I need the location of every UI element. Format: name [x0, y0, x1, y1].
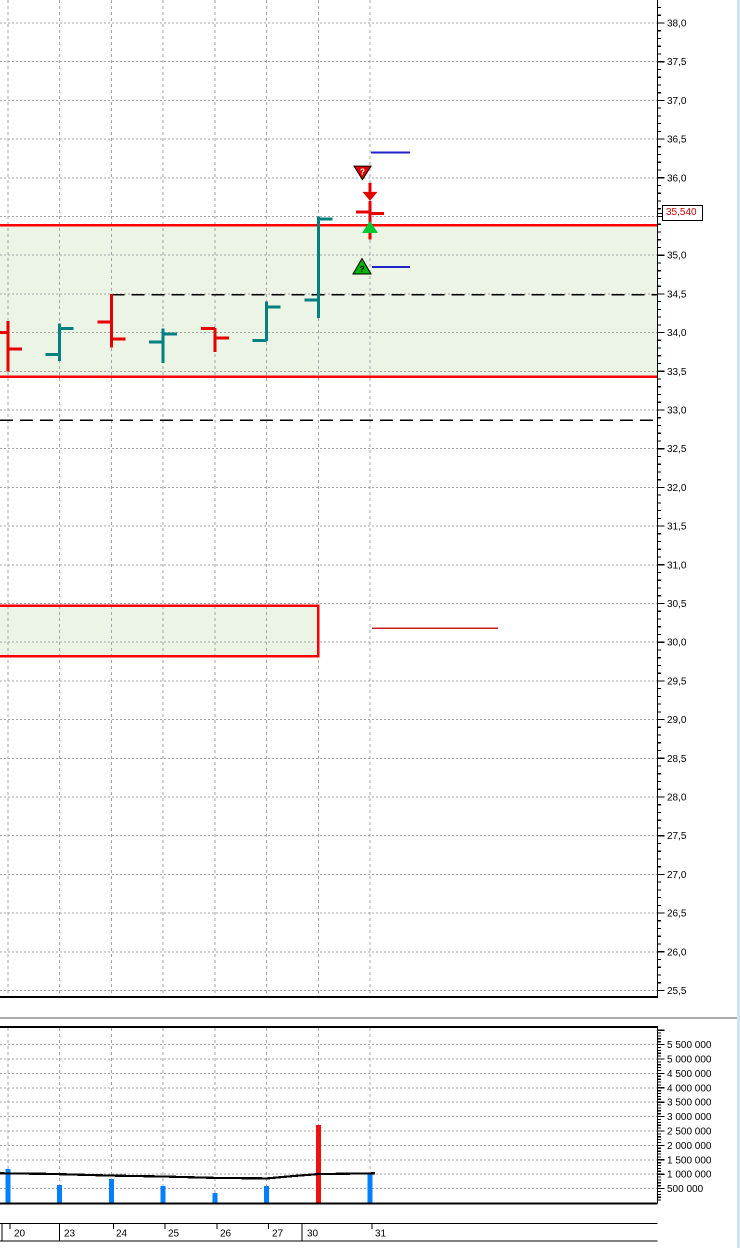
lower-box-border — [0, 604, 320, 658]
ohlc-bar — [149, 328, 178, 363]
volume-axis-label: 5 500 000 — [667, 1040, 712, 1051]
time-axis[interactable]: 20 23 24 25 26 27 30 31 — [0, 1223, 658, 1242]
window-edge-strip — [737, 0, 740, 1248]
volume-axis-label: 1 500 000 — [667, 1155, 712, 1166]
volume-axis-label: 4 000 000 — [667, 1083, 712, 1094]
price-axis-label: 37,0 — [667, 96, 687, 107]
volume-axis-label: 500 000 — [667, 1184, 704, 1195]
price-axis-label: 27,0 — [667, 870, 687, 881]
volume-axis-label: 3 000 000 — [667, 1112, 712, 1123]
axes — [0, 0, 740, 1205]
ohlc-bar — [0, 320, 22, 372]
price-axis-label: 25,5 — [667, 986, 687, 997]
ohlc-bar — [200, 327, 229, 352]
volume-bar — [367, 1173, 373, 1203]
price-axis-label: 26,5 — [667, 909, 687, 920]
volume-bar — [160, 1186, 166, 1203]
volume-axis-label: 2 500 000 — [667, 1127, 712, 1138]
volume-bar — [5, 1169, 11, 1203]
volume-axis-area[interactable] — [658, 1027, 740, 1204]
level-zones-fill — [0, 225, 658, 657]
volume-axis-label: 5 000 000 — [667, 1055, 712, 1066]
price-chart-plot-area[interactable] — [0, 0, 658, 997]
volume-bar — [57, 1185, 63, 1203]
price-axis-label: 32,5 — [667, 444, 687, 455]
price-axis-label: 26,0 — [667, 947, 687, 958]
price-axis-label: 31,5 — [667, 522, 687, 533]
axis-labels: 38,0 37,5 37,0 36,5 36,0 35,0 34,5 34,0 33,5 33,0… — [667, 19, 712, 1196]
ohlc-bar — [304, 216, 333, 318]
upper-zone-fill — [0, 225, 658, 377]
buy-question-marker[interactable]: ? — [352, 257, 372, 275]
level-lines — [0, 151, 658, 658]
price-axis-label: 38,0 — [667, 19, 687, 30]
price-axis-label: 29,0 — [667, 715, 687, 726]
ohlc-bar — [97, 293, 126, 348]
price-axis-label: 32,0 — [667, 483, 687, 494]
price-axis-area[interactable] — [658, 0, 740, 997]
price-axis-label: 37,5 — [667, 57, 687, 68]
volume-bars — [0, 1125, 376, 1203]
up-arrow-marker — [361, 221, 378, 234]
price-axis-label: 30,0 — [667, 638, 687, 649]
price-axis-label: 33,0 — [667, 406, 687, 417]
price-axis-label: 31,0 — [667, 560, 687, 571]
ohlc-bar — [45, 323, 74, 362]
date-label: 23 — [64, 1229, 76, 1240]
volume-axis-label: 4 500 000 — [667, 1069, 712, 1080]
price-axis-label: 27,5 — [667, 831, 687, 842]
down-arrow-marker — [362, 182, 378, 201]
sell-question-marker[interactable]: ? — [353, 165, 372, 181]
price-axis-label: 33,5 — [667, 367, 687, 378]
last-price-flag: 35,540 — [662, 205, 703, 221]
lower-box-fill — [0, 605, 318, 657]
volume-ma-line — [0, 1172, 376, 1180]
price-axis-label: 28,0 — [667, 793, 687, 804]
volume-axis-label: 2 000 000 — [667, 1141, 712, 1152]
date-label: 30 — [307, 1229, 319, 1240]
price-axis-label: 34,0 — [667, 328, 687, 339]
price-axis-label: 28,5 — [667, 754, 687, 765]
ohlc-bar — [355, 201, 384, 240]
volume-bar — [264, 1186, 270, 1203]
price-axis-label: 36,0 — [667, 173, 687, 184]
price-axis-label: 30,5 — [667, 599, 687, 610]
volume-axis-label: 3 500 000 — [667, 1098, 712, 1109]
price-axis-label: 29,5 — [667, 676, 687, 687]
svg-text:?: ? — [359, 264, 364, 274]
volume-bar — [315, 1125, 321, 1203]
volume-bar — [212, 1192, 218, 1203]
price-axis-label: 35,0 — [667, 251, 687, 262]
date-label: 31 — [375, 1229, 387, 1240]
signal-markers: ?? — [352, 165, 378, 275]
price-axis-label: 36,5 — [667, 135, 687, 146]
date-label: 27 — [272, 1229, 284, 1240]
volume-bar — [108, 1179, 114, 1203]
svg-text:?: ? — [360, 167, 365, 177]
date-label: 24 — [116, 1229, 128, 1240]
ohlc-bars — [0, 201, 384, 372]
date-label: 25 — [168, 1229, 180, 1240]
date-label: 20 — [14, 1229, 26, 1240]
volume-plot-area[interactable] — [0, 1027, 658, 1204]
date-label: 26 — [220, 1229, 232, 1240]
ohlc-bar — [252, 301, 281, 342]
volume-axis-label: 1 000 000 — [667, 1170, 712, 1181]
price-axis-label: 34,5 — [667, 289, 687, 300]
